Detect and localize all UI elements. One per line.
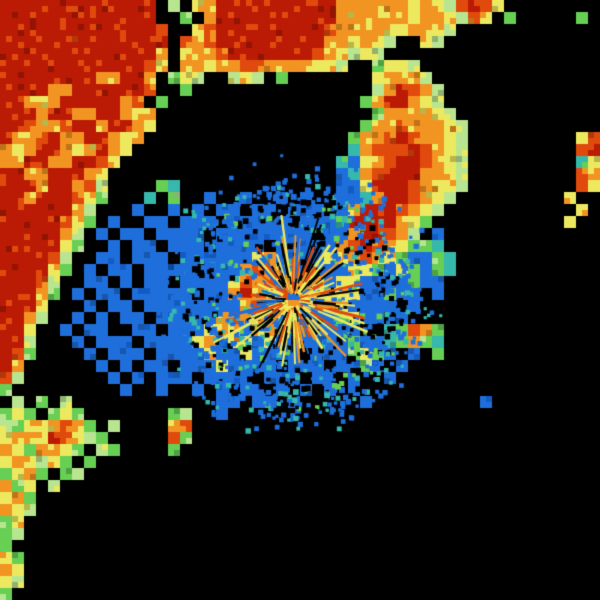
radar-reflectivity-display <box>0 0 600 600</box>
radar-canvas <box>0 0 600 600</box>
